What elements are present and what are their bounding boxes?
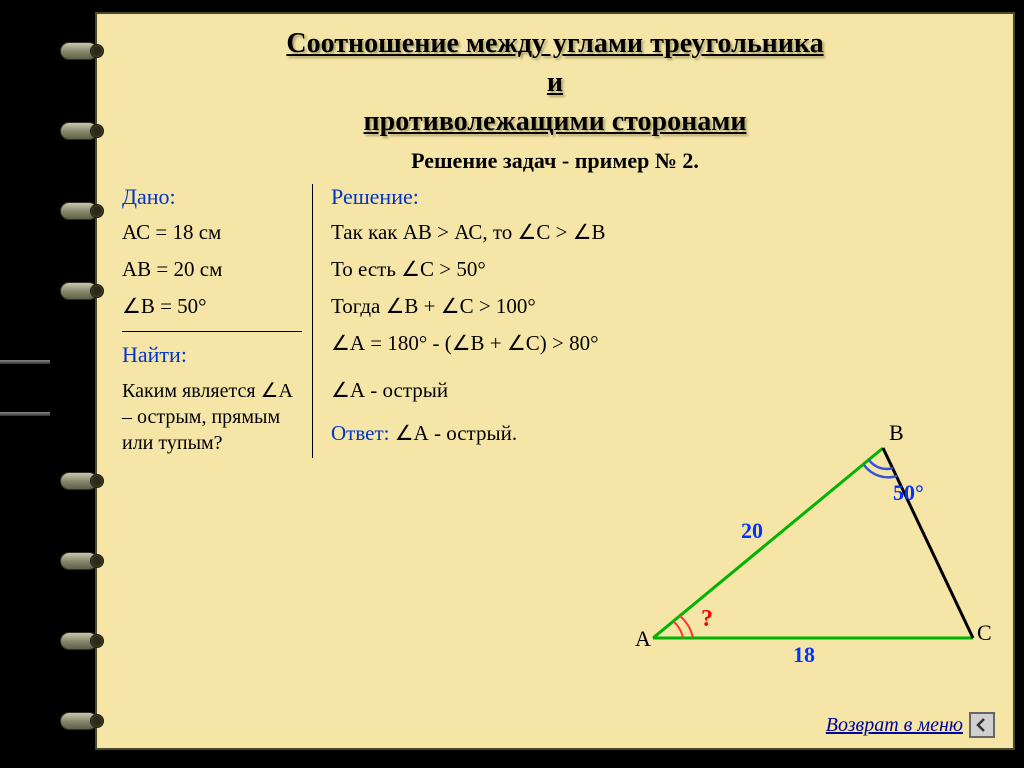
angle-b-label: 50° [893, 480, 924, 506]
solution-column: Решение: Так как АВ > АС, то ∠С > ∠В То … [331, 184, 993, 458]
solution-heading: Решение: [331, 184, 993, 210]
binder-hole [60, 40, 108, 62]
vertex-a: А [635, 626, 651, 652]
triangle-svg [593, 418, 993, 678]
side-ab-label: 20 [741, 518, 763, 544]
binder-hole [60, 470, 108, 492]
given-heading: Дано: [122, 184, 302, 210]
binder-hole [60, 120, 108, 142]
solution-step: Тогда ∠В + ∠С > 100° [331, 294, 993, 319]
edge-bar [0, 412, 50, 416]
solution-step: То есть ∠С > 50° [331, 257, 993, 282]
side-ac-label: 18 [793, 642, 815, 668]
binder-hole [60, 630, 108, 652]
given-item: АВ = 20 см [122, 257, 302, 282]
side-ab [653, 448, 883, 638]
find-heading: Найти: [122, 342, 302, 368]
return-to-menu-button[interactable]: Возврат в меню [826, 712, 995, 738]
triangle-diagram: А В С 20 18 50° ? [593, 418, 993, 678]
answer-label: Ответ: [331, 421, 389, 445]
binder-hole [60, 550, 108, 572]
binder-hole [60, 710, 108, 732]
title-line-2: и [127, 63, 983, 102]
title-line-3: противолежащими сторонами [127, 102, 983, 141]
subtitle: Решение задач - пример № 2. [97, 148, 1013, 174]
angle-arc-a [673, 621, 683, 638]
binder-margin [0, 0, 95, 768]
solution-step: ∠А - острый [331, 378, 993, 403]
find-text: Каким является ∠А – острым, прямым или т… [122, 378, 302, 456]
binder-hole [60, 200, 108, 222]
solution-step: ∠А = 180° - (∠В + ∠С) > 80° [331, 331, 993, 356]
answer-text: ∠А - острый. [395, 421, 517, 445]
given-item: ∠В = 50° [122, 294, 302, 319]
content-body: Дано: АС = 18 см АВ = 20 см ∠В = 50° Най… [97, 174, 1013, 458]
title-block: Соотношение между углами треугольника и … [97, 14, 1013, 142]
back-arrow-icon [969, 712, 995, 738]
binder-hole [60, 280, 108, 302]
unknown-angle: ? [701, 606, 713, 633]
edge-bar [0, 360, 50, 364]
vertex-b: В [889, 420, 904, 446]
solution-step: Так как АВ > АС, то ∠С > ∠В [331, 220, 993, 245]
vertical-divider [312, 184, 313, 458]
nav-label: Возврат в меню [826, 714, 963, 737]
given-item: АС = 18 см [122, 220, 302, 245]
slide: Соотношение между углами треугольника и … [95, 12, 1015, 750]
title-line-1: Соотношение между углами треугольника [127, 24, 983, 63]
divider-line [122, 331, 302, 332]
given-column: Дано: АС = 18 см АВ = 20 см ∠В = 50° Най… [122, 184, 312, 458]
vertex-c: С [977, 620, 992, 646]
